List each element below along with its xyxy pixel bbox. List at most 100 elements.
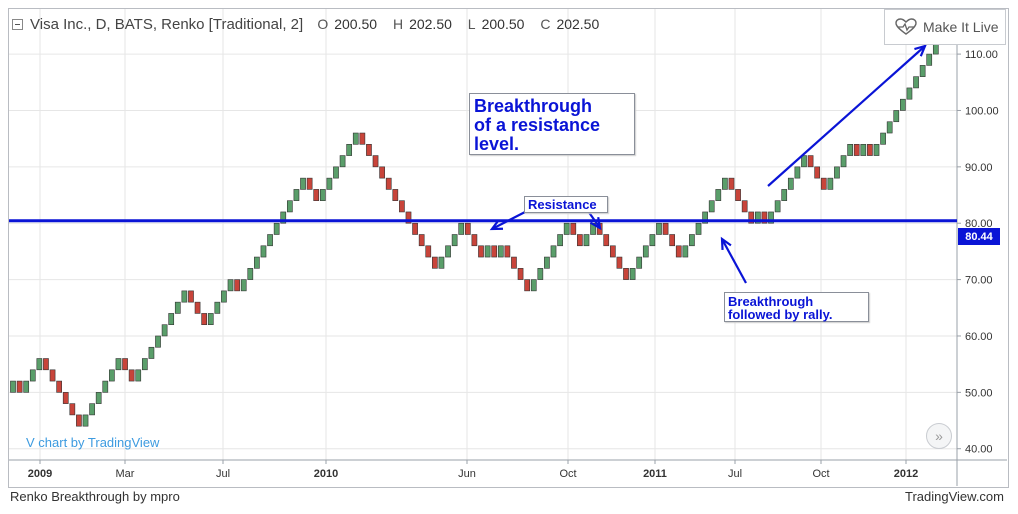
renko-brick-up — [319, 189, 326, 201]
symbol-title: Visa Inc., D, BATS, Renko [Traditional, … — [30, 16, 304, 33]
renko-brick-up — [333, 166, 339, 179]
tradingview-link[interactable]: TradingView.com — [905, 489, 1004, 504]
renko-brick-down — [418, 234, 425, 247]
x-tick-label: Jun — [458, 468, 476, 480]
heart-pulse-icon — [895, 18, 917, 35]
low-value: 200.50 — [481, 16, 525, 32]
renko-brick-down — [432, 256, 438, 269]
renko-brick-up — [438, 256, 445, 269]
renko-brick-down — [603, 234, 610, 247]
x-tick-label: 2012 — [894, 468, 918, 480]
renko-brick-down — [399, 200, 405, 213]
double-chevron-right-icon: » — [935, 428, 943, 444]
annotation-resistance[interactable]: Resistance — [524, 196, 608, 213]
renko-brick-up — [214, 301, 221, 314]
renko-brick-up — [563, 222, 570, 235]
renko-brick-up — [300, 177, 306, 190]
renko-brick-down — [62, 392, 69, 404]
x-tick-label: Jul — [728, 468, 742, 480]
renko-brick-up — [530, 279, 537, 292]
renko-brick-down — [464, 222, 471, 235]
renko-brick-up — [346, 144, 353, 156]
renko-brick-up — [82, 414, 89, 427]
renko-brick-up — [787, 177, 794, 190]
renko-brick-down — [412, 222, 418, 235]
renko-brick-up — [886, 121, 893, 134]
renko-brick-up — [293, 189, 300, 201]
renko-brick-up — [29, 369, 36, 382]
renko-brick-up — [893, 110, 900, 123]
renko-brick-up — [339, 155, 346, 168]
renko-brick-down — [405, 211, 412, 224]
renko-brick-up — [649, 234, 656, 247]
y-tick-label: 90.00 — [965, 162, 993, 174]
trend-arrow-head — [914, 44, 927, 57]
renko-brick-up — [768, 211, 774, 224]
renko-brick-up — [702, 211, 708, 224]
resistance-arrow-right — [587, 210, 601, 229]
renko-brick-up — [148, 346, 155, 359]
renko-brick-down — [359, 132, 366, 145]
make-it-live-button[interactable]: Make It Live — [884, 9, 1006, 45]
renko-brick-down — [761, 211, 768, 224]
renko-brick-up — [840, 155, 847, 168]
annotation-rally-line-1: Breakthrough — [728, 294, 814, 309]
annotation-rally-line-2: followed by rally. — [728, 307, 833, 322]
renko-brick-up — [860, 144, 867, 156]
renko-brick-up — [880, 132, 886, 145]
scroll-to-realtime-button[interactable]: » — [926, 423, 952, 449]
renko-brick-down — [379, 166, 385, 179]
collapse-toggle[interactable] — [12, 19, 23, 30]
renko-brick-down — [814, 166, 821, 179]
renko-brick-up — [102, 380, 109, 393]
x-tick-label: Oct — [812, 468, 829, 480]
renko-brick-down — [741, 200, 748, 213]
renko-brick-down — [188, 290, 194, 303]
y-tick-label: 60.00 — [965, 331, 993, 343]
renko-brick-up — [497, 245, 504, 258]
y-tick-label: 100.00 — [965, 105, 999, 117]
renko-brick-up — [445, 245, 451, 258]
renko-brick-down — [867, 144, 873, 156]
renko-brick-down — [49, 369, 56, 382]
legend-header: Visa Inc., D, BATS, Renko [Traditional, … — [30, 16, 611, 33]
renko-brick-up — [95, 392, 102, 404]
x-tick-label: Mar — [116, 468, 135, 480]
renko-brick-down — [662, 222, 669, 235]
price-axis[interactable]: 40.00 50.00 60.00 70.00 80.00 90.00 100.00 110.… — [956, 9, 999, 486]
time-axis[interactable]: 2009 Mar Jul 2010 Jun Oct 2011 Jul Oct 2012 — [9, 459, 1007, 480]
y-tick-label: 40.00 — [965, 444, 993, 456]
chart-caption: Renko Breakthrough by mpro — [10, 489, 180, 504]
renko-brick-up — [280, 211, 287, 224]
renko-brick-up — [557, 234, 563, 247]
renko-brick-up — [168, 313, 175, 326]
renko-brick-down — [372, 155, 379, 168]
annotation-line-3: level. — [474, 134, 520, 154]
renko-brick-down — [669, 234, 675, 247]
renko-brick-up — [10, 380, 16, 393]
annotation-breakthrough-rally[interactable]: Breakthrough followed by rally. — [724, 292, 869, 322]
renko-brick-up — [656, 222, 662, 235]
renko-brick-down — [43, 358, 49, 371]
renko-brick-up — [682, 245, 689, 258]
renko-brick-down — [306, 177, 313, 190]
renko-brick-up — [352, 132, 359, 145]
renko-brick-up — [754, 211, 761, 224]
annotation-breakthrough-resistance[interactable]: Breakthrough of a resistance level. — [469, 93, 635, 155]
x-tick-label: 2009 — [28, 468, 52, 480]
trend-arrow — [767, 45, 926, 187]
renko-brick-down — [820, 177, 827, 190]
renko-brick-up — [260, 245, 267, 258]
renko-brick-down — [385, 177, 392, 190]
renko-brick-up — [550, 245, 557, 258]
resistance-arrow-left — [491, 210, 528, 230]
renko-brick-up — [155, 335, 161, 348]
x-tick-label: 2011 — [643, 468, 667, 480]
renko-brick-up — [629, 268, 636, 280]
renko-brick-down — [76, 414, 82, 427]
renko-brick-down — [623, 268, 629, 280]
rally-arrow — [721, 238, 747, 284]
renko-brick-down — [524, 279, 530, 292]
high-value: 202.50 — [409, 16, 452, 32]
